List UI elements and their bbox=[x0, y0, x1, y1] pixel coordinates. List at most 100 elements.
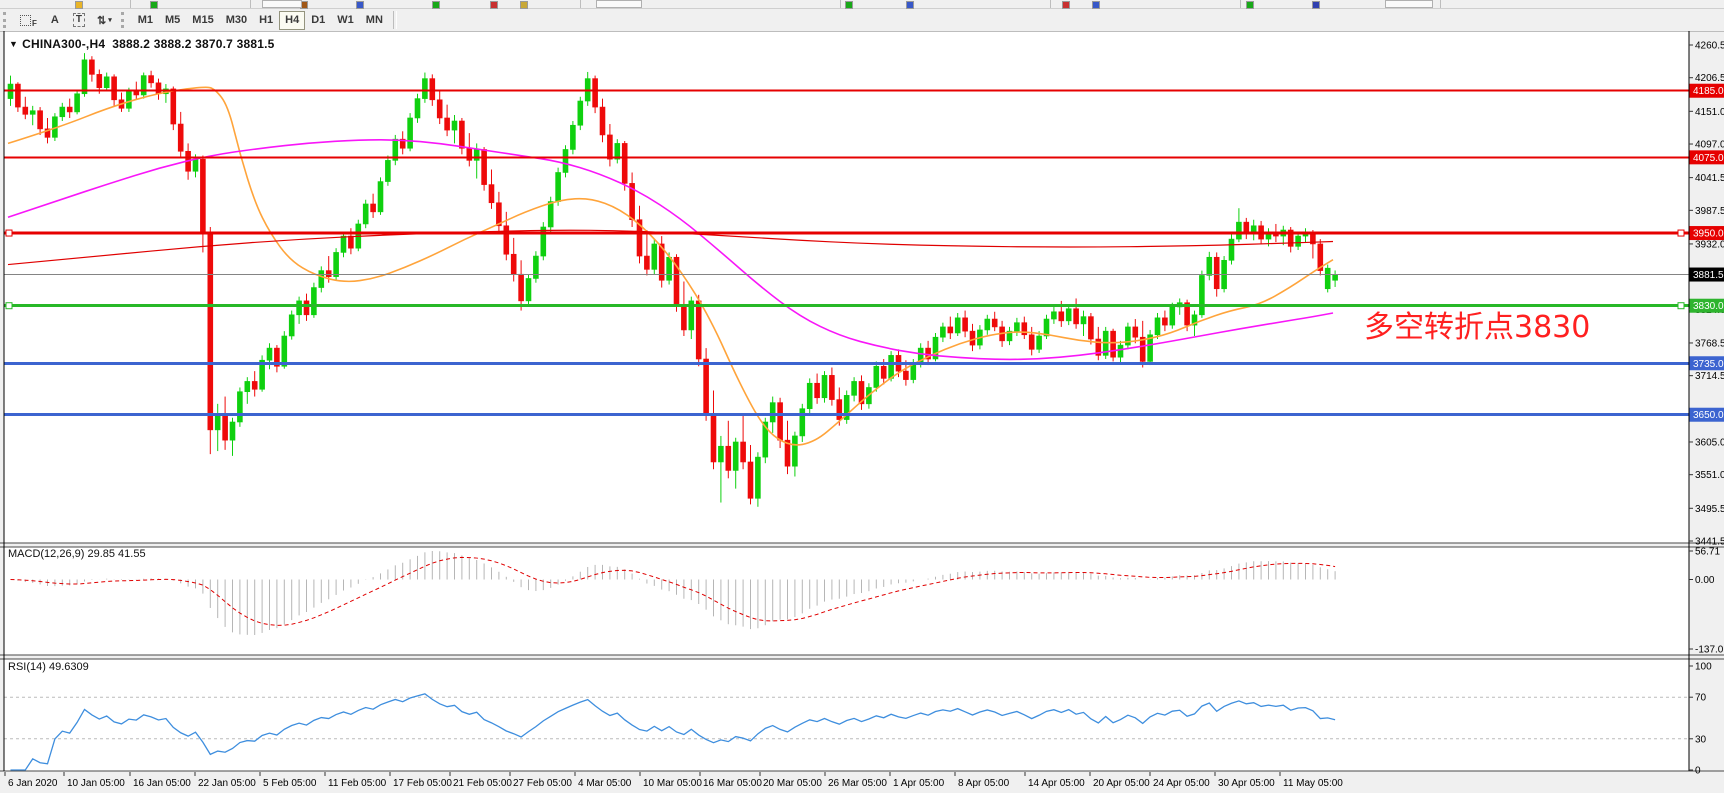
candle-body bbox=[784, 439, 791, 467]
clipped-toolbar-icon[interactable] bbox=[356, 1, 364, 9]
hline-handle[interactable] bbox=[5, 302, 13, 310]
candle-body bbox=[148, 75, 154, 84]
tab-timeframe-h1[interactable]: H1 bbox=[253, 11, 279, 30]
price-badge-3650.0[interactable] bbox=[1689, 407, 1724, 422]
time-label[interactable]: 11 Feb 05:00 bbox=[328, 778, 387, 789]
grid-f-label: F bbox=[32, 18, 37, 28]
text-label-button[interactable]: A bbox=[43, 11, 67, 30]
tab-timeframe-d1[interactable]: D1 bbox=[305, 11, 331, 30]
clipped-toolbar-icon[interactable] bbox=[520, 1, 528, 9]
macd-pane-bg bbox=[4, 547, 1689, 655]
tab-timeframe-m15[interactable]: M15 bbox=[186, 11, 219, 30]
chart-annotation-text[interactable]: 多空转折点3830 bbox=[1364, 310, 1591, 345]
candle-body bbox=[422, 78, 428, 99]
candle-body bbox=[940, 326, 946, 338]
time-label[interactable]: 16 Mar 05:00 bbox=[703, 778, 762, 789]
candle-body bbox=[488, 184, 495, 204]
candle-body bbox=[111, 76, 117, 101]
time-label[interactable]: 5 Feb 05:00 bbox=[263, 778, 317, 789]
price-tick-label: 4260.5 bbox=[1695, 41, 1724, 52]
text-box-button[interactable]: T bbox=[67, 11, 91, 30]
clipped-toolbar-icon[interactable] bbox=[490, 1, 498, 9]
toolbar-grip[interactable] bbox=[3, 12, 10, 28]
time-label[interactable]: 17 Feb 05:00 bbox=[393, 778, 452, 789]
time-label[interactable]: 14 Apr 05:00 bbox=[1028, 778, 1085, 789]
candle-body bbox=[792, 435, 798, 467]
clipped-toolbar-icon[interactable] bbox=[845, 1, 853, 9]
clipped-toolbar-icon[interactable] bbox=[1062, 1, 1070, 9]
candle-body bbox=[607, 134, 613, 160]
time-label[interactable]: 10 Jan 05:00 bbox=[67, 778, 125, 789]
candle-body bbox=[1184, 302, 1190, 326]
snap-to-grid-button[interactable]: F bbox=[14, 11, 43, 30]
clipped-toolbar-icon[interactable] bbox=[906, 1, 914, 9]
candle-body bbox=[829, 375, 835, 400]
candle-body bbox=[562, 149, 569, 173]
time-label[interactable]: 26 Mar 05:00 bbox=[828, 778, 887, 789]
time-label[interactable]: 11 May 05:00 bbox=[1283, 778, 1343, 789]
clipped-toolbar-icon[interactable] bbox=[1312, 1, 1320, 9]
clipped-toolbar-icon[interactable] bbox=[1246, 1, 1254, 9]
candle-body bbox=[303, 300, 310, 316]
tab-timeframe-w1[interactable]: W1 bbox=[331, 11, 360, 30]
candle-body bbox=[44, 128, 51, 138]
hline-handle[interactable] bbox=[1677, 302, 1685, 310]
time-label[interactable]: 30 Apr 05:00 bbox=[1218, 778, 1275, 789]
tab-timeframe-m5[interactable]: M5 bbox=[159, 11, 186, 30]
clipped-toolbar-button[interactable] bbox=[262, 0, 302, 8]
tab-timeframe-m30[interactable]: M30 bbox=[220, 11, 253, 30]
toolbar-clipped-row bbox=[0, 0, 1724, 9]
clipped-toolbar-icon[interactable] bbox=[432, 1, 440, 9]
symbol-period-label: CHINA300-,H4 bbox=[22, 37, 106, 51]
clipped-toolbar-button[interactable] bbox=[1385, 0, 1433, 8]
pane-separator[interactable] bbox=[0, 655, 1724, 659]
candle-body bbox=[274, 347, 280, 367]
time-label[interactable]: 20 Mar 05:00 bbox=[763, 778, 822, 789]
tab-timeframe-mn[interactable]: MN bbox=[360, 11, 389, 30]
clipped-toolbar-icon[interactable] bbox=[75, 1, 83, 9]
time-label[interactable]: 6 Jan 2020 bbox=[8, 778, 58, 789]
clipped-toolbar-icon[interactable] bbox=[150, 1, 158, 9]
candle-body bbox=[1036, 335, 1042, 350]
candle-body bbox=[496, 202, 502, 227]
time-label[interactable]: 21 Feb 05:00 bbox=[453, 778, 512, 789]
candle-body bbox=[1295, 235, 1301, 247]
chevron-down-icon: ▾ bbox=[108, 17, 112, 24]
candle-body bbox=[377, 181, 384, 213]
time-label[interactable]: 24 Apr 05:00 bbox=[1153, 778, 1210, 789]
symbol-dropdown-icon[interactable]: ▼ bbox=[9, 39, 19, 49]
time-label[interactable]: 27 Feb 05:00 bbox=[513, 778, 572, 789]
price-badge-3950.0[interactable] bbox=[1689, 226, 1724, 241]
tab-timeframe-h4[interactable]: H4 bbox=[279, 10, 306, 30]
chart-title[interactable]: ▼ CHINA300-,H4 3888.2 3888.2 3870.7 3881.… bbox=[9, 37, 275, 51]
candle-body bbox=[658, 243, 665, 281]
price-tick-label: 3768.5 bbox=[1695, 338, 1724, 349]
candle-body bbox=[592, 78, 598, 108]
clipped-toolbar-icon[interactable] bbox=[1092, 1, 1100, 9]
candle-body bbox=[806, 382, 813, 409]
tab-timeframe-m1[interactable]: M1 bbox=[132, 11, 159, 30]
pane-separator[interactable] bbox=[0, 543, 1724, 547]
candle-body bbox=[636, 219, 643, 257]
price-badge-4075.0[interactable] bbox=[1689, 150, 1724, 165]
time-label[interactable]: 16 Jan 05:00 bbox=[133, 778, 191, 789]
time-label[interactable]: 4 Mar 05:00 bbox=[578, 778, 632, 789]
time-label[interactable]: 22 Jan 05:00 bbox=[198, 778, 256, 789]
hline-handle[interactable] bbox=[5, 229, 13, 237]
price-badge-3830.0[interactable] bbox=[1689, 298, 1724, 313]
price-badge-4185.0[interactable] bbox=[1689, 83, 1724, 98]
time-label[interactable]: 1 Apr 05:00 bbox=[893, 778, 945, 789]
time-label[interactable]: 10 Mar 05:00 bbox=[643, 778, 702, 789]
clipped-toolbar-button[interactable] bbox=[596, 0, 642, 8]
candle-body bbox=[851, 381, 857, 396]
hline-handle[interactable] bbox=[1677, 229, 1685, 237]
object-order-button[interactable]: ⇅ ▾ bbox=[91, 11, 118, 30]
price-badge-3881.5[interactable] bbox=[1689, 267, 1724, 282]
text-a-icon: A bbox=[50, 14, 59, 26]
toolbar-grip[interactable] bbox=[120, 12, 128, 28]
time-label[interactable]: 20 Apr 05:00 bbox=[1093, 778, 1150, 789]
time-label[interactable]: 8 Apr 05:00 bbox=[958, 778, 1010, 789]
price-badge-3735.0[interactable] bbox=[1689, 356, 1724, 371]
